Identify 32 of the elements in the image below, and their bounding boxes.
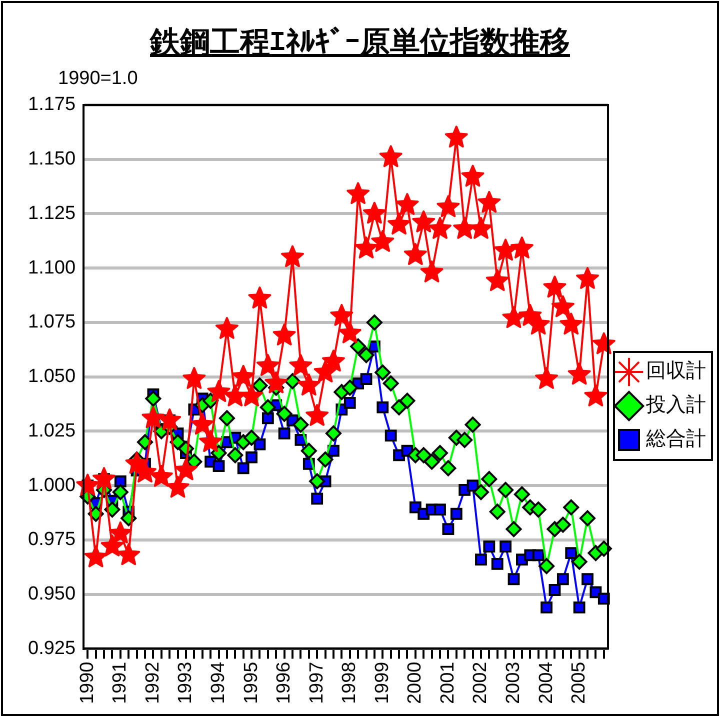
x-tick-label: 1992 [142,662,164,704]
x-tick-label: 2002 [470,662,492,704]
x-tick-label: 2003 [502,662,524,704]
y-tick-label: 1.150 [28,148,76,170]
x-tick-label: 2000 [404,662,426,704]
x-tick-label: 1990 [76,662,98,704]
x-tick-label: 1995 [240,662,262,704]
x-tick-label: 1993 [175,662,196,704]
y-tick-label: 0.950 [28,584,76,605]
x-tick-label: 2004 [536,661,557,704]
y-tick-label: 1.100 [28,257,76,278]
x-tick-label: 1998 [339,662,360,704]
y-tick-label: 1.075 [28,312,76,333]
y-tick-label: 1.125 [28,202,76,224]
y-axis-title: 1990=1.0 [58,68,138,90]
y-tick-label: 1.175 [28,94,76,116]
legend-label: 回収計 [646,358,706,382]
x-tick-label: 2001 [437,662,458,704]
x-tick-label: 1991 [110,662,131,704]
y-tick-label: 1.050 [28,366,76,388]
x-tick-label: 1996 [274,662,295,704]
legend-label: 投入計 [645,392,706,416]
x-tick-label: 1997 [306,662,328,704]
y-tick-label: 1.000 [28,474,76,496]
y-tick-label: 0.975 [28,529,76,550]
y-tick-label: 1.025 [28,420,76,442]
legend-label: 総合計 [645,426,706,450]
x-tick-label: 1999 [372,662,393,704]
x-tick-label: 2005 [568,662,590,704]
y-tick-label: 0.925 [28,638,76,659]
chart-title: 鉄鋼工程ｴﾈﾙｷﾞｰ原単位指数推移 [148,24,571,62]
x-tick-label: 1994 [208,661,229,704]
